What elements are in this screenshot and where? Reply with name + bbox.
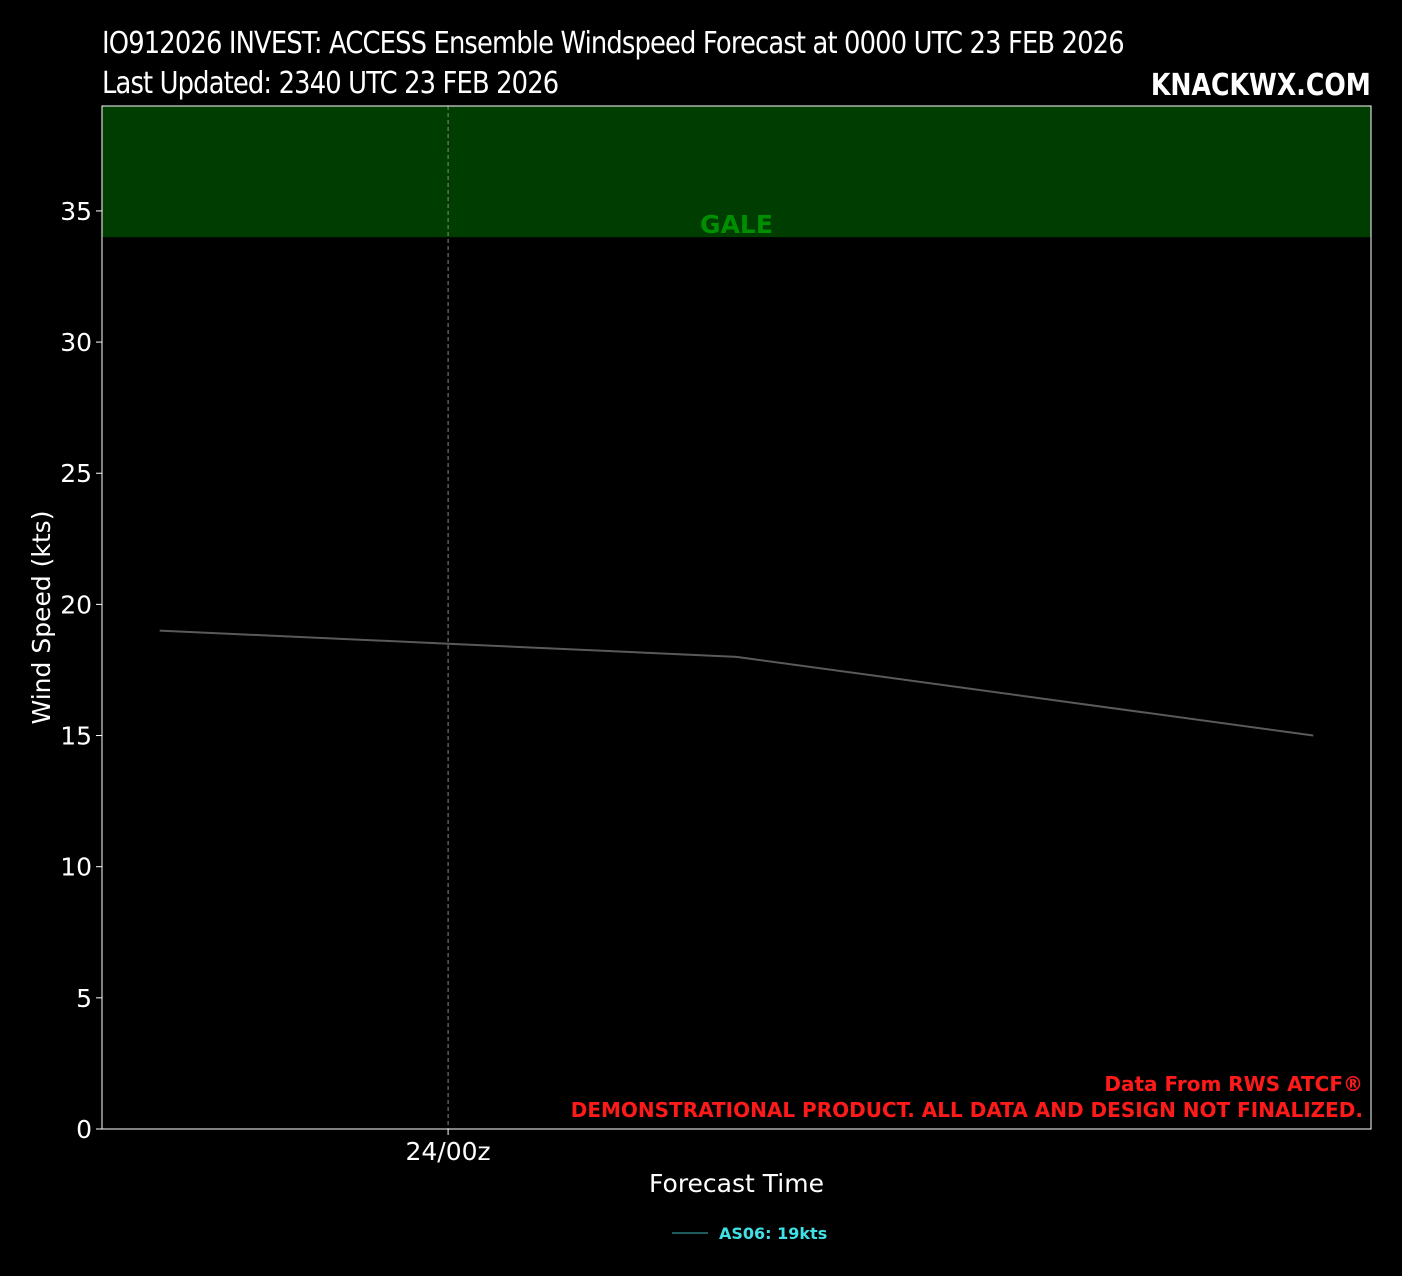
gale-band-label: GALE — [700, 210, 773, 239]
brand-logo-text: KNACKWX.COM — [1151, 68, 1371, 103]
y-tick-label: 0 — [76, 1115, 92, 1144]
y-tick-label: 10 — [60, 853, 92, 882]
disclaimer-text: DEMONSTRATIONAL PRODUCT. ALL DATA AND DE… — [571, 1098, 1363, 1122]
y-tick-label: 15 — [60, 722, 92, 751]
y-tick-label: 5 — [76, 984, 92, 1013]
y-axis-label: Wind Speed (kts) — [27, 511, 56, 725]
y-tick-label: 25 — [60, 459, 92, 488]
y-tick-label: 30 — [60, 328, 92, 357]
gale-band — [102, 106, 1371, 238]
last-updated-subtitle: Last Updated: 2340 UTC 23 FEB 2026 — [102, 66, 559, 101]
x-tick-label: 24/00z — [406, 1137, 491, 1166]
data-source-credit: Data From RWS ATCF® — [1104, 1072, 1363, 1096]
chart-title: IO912026 INVEST: ACCESS Ensemble Windspe… — [102, 26, 1125, 61]
y-tick-label: 20 — [60, 590, 92, 619]
y-tick-label: 35 — [60, 197, 92, 226]
legend-entry-label: AS06: 19kts — [719, 1224, 827, 1243]
plot-frame — [101, 105, 1372, 1130]
series-line-as06 — [159, 629, 1314, 737]
x-axis-label: Forecast Time — [649, 1169, 824, 1198]
